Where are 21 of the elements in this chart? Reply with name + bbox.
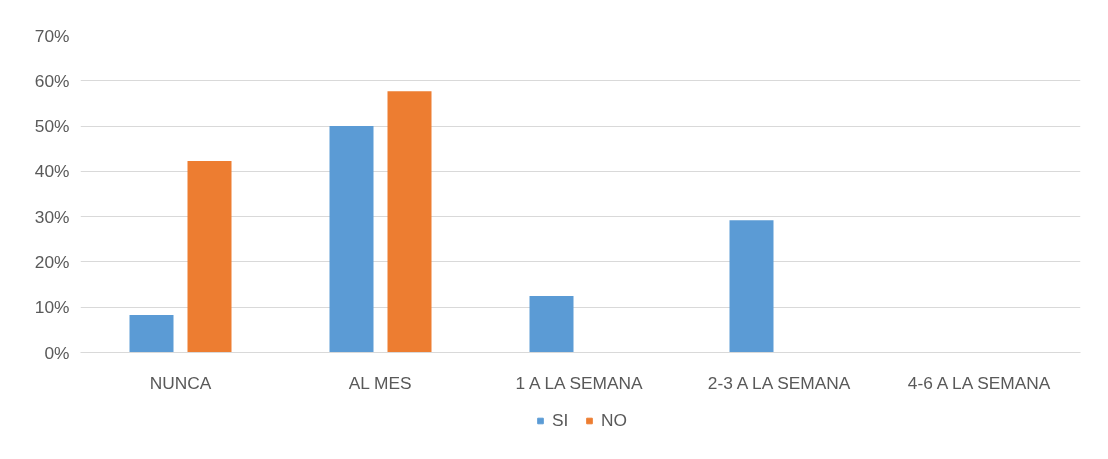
- bar: [729, 220, 774, 353]
- x-tick-label: 2-3 A LA SEMANA: [707, 372, 851, 393]
- y-tick-label: 0%: [44, 342, 70, 363]
- x-tick-label: NUNCA: [149, 372, 212, 393]
- y-tick-label: 50%: [34, 116, 70, 137]
- x-tick-label: AL MES: [348, 372, 412, 393]
- y-tick-label: 20%: [34, 251, 70, 272]
- bar: [387, 91, 432, 353]
- x-tick-label: 1 A LA SEMANA: [515, 372, 644, 393]
- bar: [187, 160, 232, 353]
- legend-label: SI: [552, 409, 570, 431]
- y-tick-label: 60%: [34, 70, 70, 91]
- y-tick-label: 30%: [34, 206, 70, 227]
- bar: [529, 295, 574, 353]
- x-tick-label: 4-6 A LA SEMANA: [907, 372, 1051, 393]
- y-tick-label: 40%: [34, 161, 70, 182]
- y-tick-label: 10%: [34, 297, 70, 318]
- bar: [129, 314, 174, 353]
- y-tick-label: 70%: [34, 25, 70, 46]
- bar: [329, 126, 374, 353]
- legend-label: NO: [601, 409, 627, 431]
